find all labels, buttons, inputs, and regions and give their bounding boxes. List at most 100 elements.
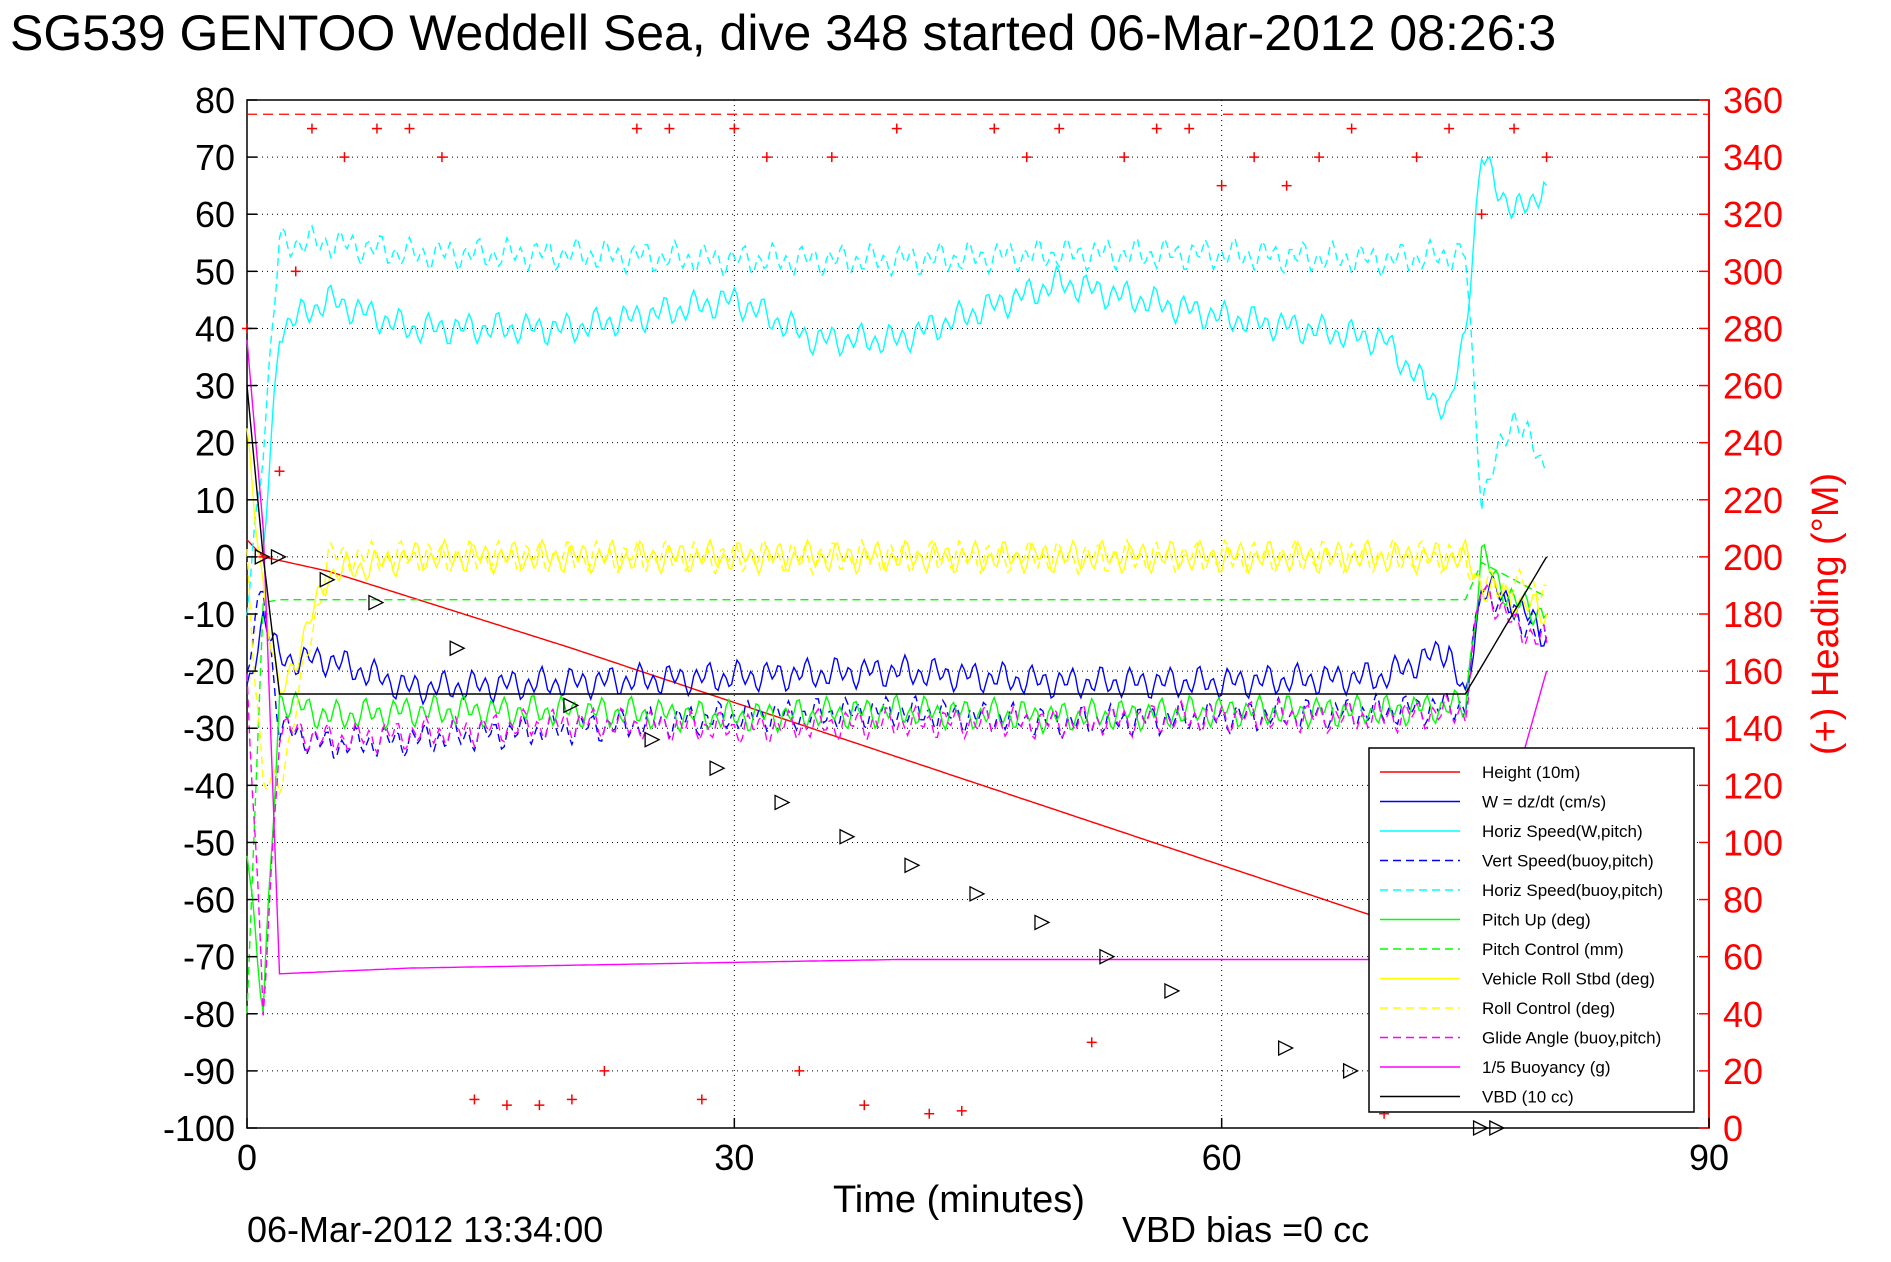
y2-tick-label: 300: [1723, 251, 1783, 292]
series-line-horiz-speed-buoy-pitch: [246, 224, 1548, 616]
y2-tick-label: 120: [1723, 765, 1783, 806]
y2-tick-label: 340: [1723, 137, 1783, 178]
legend-box: [1368, 747, 1695, 1113]
height-marker: [449, 640, 466, 657]
legend-entry: Horiz Speed(W,pitch): [1380, 822, 1643, 841]
heading-point: [566, 1094, 577, 1105]
height-marker: [1164, 982, 1181, 999]
heading-point: [274, 466, 285, 477]
legend-entry: Height (10m): [1380, 763, 1580, 782]
footer-timestamp: 06-Mar-2012 13:34:00: [247, 1209, 603, 1250]
series-line-roll-control-deg: [246, 537, 1547, 797]
heading-point: [404, 123, 415, 134]
heading-point: [1249, 152, 1260, 163]
height-marker: [969, 885, 986, 902]
heading-point: [761, 152, 772, 163]
heading-point: [826, 152, 837, 163]
height-marker: [904, 857, 921, 874]
series-line-pitch-up-deg: [246, 543, 1548, 1013]
heading-point: [891, 123, 902, 134]
legend-entry: 1/5 Buoyancy (g): [1380, 1058, 1611, 1077]
height-marker: [774, 794, 791, 811]
heading-point: [1509, 123, 1520, 134]
y-tick-label: 80: [195, 80, 235, 121]
y2-tick-label: 320: [1723, 194, 1783, 235]
height-marker: [1034, 914, 1051, 931]
y-tick-label: -20: [183, 651, 235, 692]
legend-label: Horiz Speed(buoy,pitch): [1482, 881, 1663, 900]
y-tick-label: -70: [183, 937, 235, 978]
height-marker: [1342, 1062, 1360, 1079]
legend-label: Glide Angle (buoy,pitch): [1482, 1029, 1661, 1048]
heading-point: [729, 123, 740, 134]
legend: Height (10m) W = dz/dt (cm/s) Horiz Speed(…: [1368, 747, 1695, 1113]
heading-point: [501, 1100, 512, 1111]
y-tick-label: -60: [183, 880, 235, 921]
y-tick-label: 70: [195, 137, 235, 178]
y-tick-label: 20: [195, 423, 235, 464]
legend-label: Vehicle Roll Stbd (deg): [1482, 970, 1655, 989]
legend-entry: Horiz Speed(buoy,pitch): [1380, 881, 1663, 900]
right-axis: 3603403203002802602402202001801601401201…: [1699, 80, 1783, 1149]
y-tick-label: -90: [183, 1051, 235, 1092]
height-marker: [270, 548, 287, 565]
legend-entry: W = dz/dt (cm/s): [1380, 793, 1606, 812]
legend-entry: Roll Control (deg): [1380, 999, 1615, 1018]
legend-label: Pitch Control (mm): [1482, 940, 1624, 959]
heading-point: [794, 1065, 805, 1076]
heading-point: [306, 123, 317, 134]
heading-point: [924, 1108, 935, 1119]
y2-tick-label: 40: [1723, 994, 1763, 1035]
legend-entry: Vehicle Roll Stbd (deg): [1380, 970, 1655, 989]
legend-entry: Pitch Control (mm): [1380, 940, 1624, 959]
heading-point: [1281, 180, 1292, 191]
chart-title: SG539 GENTOO Weddell Sea, dive 348 start…: [10, 5, 1556, 61]
series-line-glide-angle-buoy-pitch: [246, 583, 1548, 1016]
series-line-1-5-buoyancy-g: [246, 339, 1548, 975]
y-tick-label: -30: [183, 708, 235, 749]
y2-tick-label: 240: [1723, 423, 1783, 464]
y2-tick-label: 180: [1723, 594, 1783, 635]
y2-tick-label: 220: [1723, 480, 1783, 521]
series-layer: [246, 113, 1709, 1016]
x-tick-label: 30: [714, 1137, 754, 1178]
y2-tick-label: 260: [1723, 366, 1783, 407]
right-axis-label: (+) Heading (°M): [1805, 473, 1847, 755]
legend-label: Horiz Speed(W,pitch): [1482, 822, 1643, 841]
y-tick-label: -100: [163, 1108, 235, 1149]
legend-entry: VBD (10 cc): [1380, 1088, 1574, 1107]
vbd-bias-text: VBD bias =0 cc: [1122, 1209, 1369, 1250]
y-tick-label: 60: [195, 194, 235, 235]
plot-area: [242, 99, 1710, 1137]
height-marker: [644, 731, 661, 748]
height-marker: [709, 760, 726, 777]
height-marker: [839, 828, 856, 845]
series-line-w-dz-dt-cm-s: [246, 573, 1548, 706]
series-line-vbd-10-cc: [246, 385, 1548, 695]
legend-entry: Pitch Up (deg): [1380, 911, 1591, 930]
series-line-vert-speed-buoy-pitch: [246, 584, 1548, 759]
height-marker: [1472, 1119, 1490, 1137]
y2-tick-label: 200: [1723, 537, 1783, 578]
heading-point: [631, 123, 642, 134]
heading-point: [1476, 209, 1487, 220]
y-tick-label: -80: [183, 994, 235, 1035]
bottom-axis: 0 30 60 90: [237, 1118, 1729, 1178]
y-tick-label: -50: [183, 822, 235, 863]
legend-label: Height (10m): [1482, 763, 1580, 782]
heading-point: [534, 1100, 545, 1111]
legend-label: 1/5 Buoyancy (g): [1482, 1058, 1611, 1077]
heading-point: [1151, 123, 1162, 134]
heading-point: [371, 123, 382, 134]
y-tick-label: 30: [195, 366, 235, 407]
y-tick-label: 40: [195, 308, 235, 349]
series-line-height-10m: [246, 539, 1482, 946]
heading-point: [1444, 123, 1455, 134]
legend-label: Pitch Up (deg): [1482, 911, 1591, 930]
legend-label: W = dz/dt (cm/s): [1482, 793, 1606, 812]
heading-point: [664, 123, 675, 134]
heading-point: [1541, 152, 1552, 163]
heading-point: [339, 152, 350, 163]
heading-point: [989, 123, 1000, 134]
legend-entry: Glide Angle (buoy,pitch): [1380, 1029, 1661, 1048]
